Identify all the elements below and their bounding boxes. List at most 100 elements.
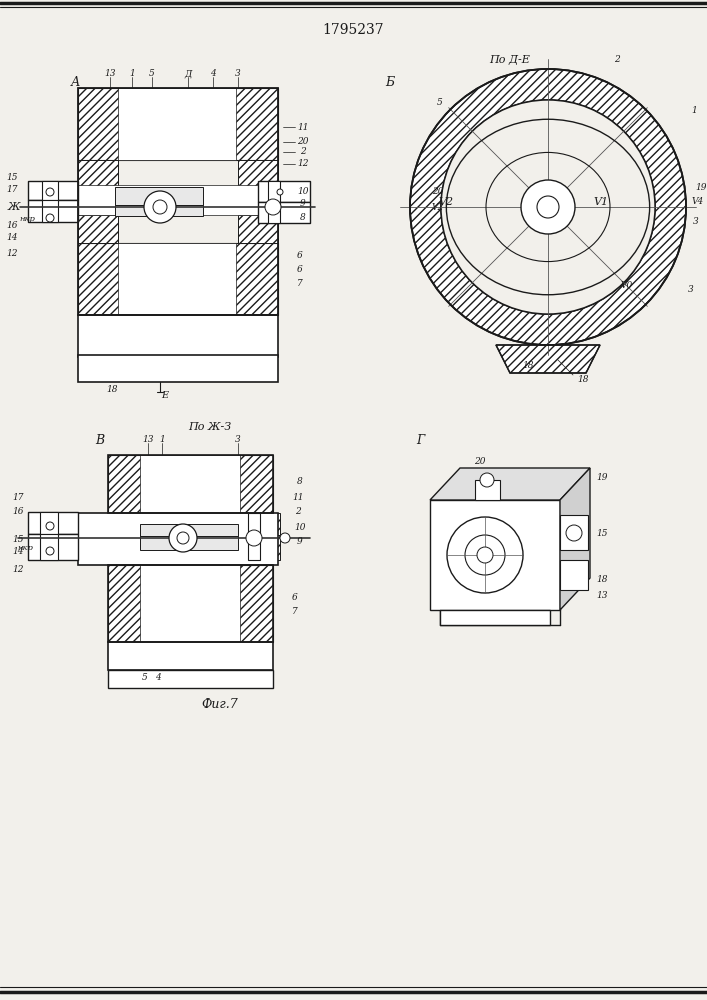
Bar	[108, 670, 273, 688]
Text: 12: 12	[297, 159, 309, 168]
Circle shape	[447, 517, 523, 593]
Text: 3: 3	[693, 218, 699, 227]
Text: 18: 18	[596, 576, 608, 584]
Text: 3: 3	[688, 285, 694, 294]
Bar	[140, 524, 238, 536]
Text: 14: 14	[6, 233, 18, 242]
Text: Г: Г	[416, 434, 424, 446]
Bar	[28, 534, 78, 560]
Bar	[78, 215, 118, 243]
Bar	[115, 205, 203, 216]
Bar	[78, 88, 278, 315]
Bar	[28, 200, 78, 222]
Bar	[42, 181, 58, 200]
Text: 2: 2	[300, 147, 306, 156]
Bar	[40, 512, 58, 534]
Circle shape	[265, 199, 281, 215]
Bar	[258, 181, 310, 202]
Text: V0: V0	[621, 282, 633, 290]
Bar	[430, 500, 560, 610]
Text: 20: 20	[297, 137, 309, 146]
Circle shape	[521, 180, 575, 234]
Text: 10: 10	[294, 524, 305, 532]
Bar	[248, 513, 260, 535]
Bar	[140, 565, 240, 642]
Text: 9: 9	[300, 200, 306, 209]
Text: 17: 17	[12, 493, 24, 502]
Circle shape	[441, 100, 655, 314]
Text: 1795237: 1795237	[322, 23, 384, 37]
Bar	[248, 535, 260, 560]
Text: 20: 20	[474, 458, 486, 466]
Bar	[78, 160, 118, 190]
Bar	[140, 455, 240, 513]
Text: 13: 13	[596, 590, 608, 599]
Text: 1: 1	[159, 436, 165, 444]
Text: 18: 18	[577, 375, 589, 384]
Bar	[118, 243, 236, 315]
Bar	[42, 200, 58, 222]
Text: 1: 1	[129, 70, 135, 79]
Bar	[108, 565, 273, 642]
Bar	[120, 645, 260, 667]
Text: В: В	[95, 434, 105, 446]
Text: 4: 4	[210, 70, 216, 79]
Bar	[238, 513, 280, 535]
Polygon shape	[560, 468, 590, 610]
Circle shape	[169, 524, 197, 552]
Bar	[108, 455, 273, 513]
Circle shape	[537, 196, 559, 218]
Text: 11: 11	[297, 122, 309, 131]
Text: 8: 8	[300, 213, 306, 222]
Bar	[78, 513, 108, 535]
Bar	[108, 455, 273, 513]
Text: Б: Б	[385, 76, 395, 89]
Text: По Д-Е: По Д-Е	[489, 55, 530, 65]
Bar	[440, 610, 550, 625]
Bar	[560, 560, 588, 590]
Bar	[95, 317, 260, 352]
Bar	[115, 187, 203, 205]
Text: 7: 7	[292, 607, 298, 616]
Bar	[560, 515, 588, 550]
Text: 5: 5	[142, 674, 148, 682]
Text: нкр: нкр	[19, 215, 35, 223]
Bar	[258, 202, 310, 223]
Bar	[78, 88, 278, 160]
Text: 16: 16	[12, 508, 24, 516]
Text: 9: 9	[297, 538, 303, 546]
Text: 6: 6	[292, 593, 298, 602]
Circle shape	[144, 191, 176, 223]
Bar	[28, 512, 78, 534]
Circle shape	[246, 530, 262, 546]
Bar	[28, 200, 78, 222]
Text: V1: V1	[594, 197, 609, 207]
Bar	[118, 88, 236, 160]
Text: 5: 5	[149, 70, 155, 79]
Bar	[78, 535, 108, 560]
Bar	[78, 315, 278, 357]
Bar	[108, 565, 273, 642]
Bar	[28, 534, 78, 560]
Text: 16: 16	[6, 221, 18, 230]
Text: 2: 2	[295, 508, 301, 516]
Bar	[258, 181, 310, 202]
Bar	[40, 534, 58, 560]
Text: Фиг.7: Фиг.7	[201, 698, 238, 712]
Text: 1: 1	[691, 106, 697, 115]
Circle shape	[46, 214, 54, 222]
Circle shape	[46, 522, 54, 530]
Text: V2: V2	[431, 202, 444, 212]
Text: Е: Е	[161, 390, 168, 399]
Circle shape	[177, 532, 189, 544]
Text: По Ж-З: По Ж-З	[189, 422, 232, 432]
Text: 13: 13	[142, 436, 153, 444]
Polygon shape	[496, 345, 600, 373]
Text: 2: 2	[614, 54, 620, 64]
Bar	[475, 480, 500, 500]
Text: 4: 4	[155, 674, 161, 682]
Bar	[78, 243, 278, 315]
Bar	[258, 202, 310, 223]
Circle shape	[46, 547, 54, 555]
Text: 19: 19	[596, 474, 608, 483]
